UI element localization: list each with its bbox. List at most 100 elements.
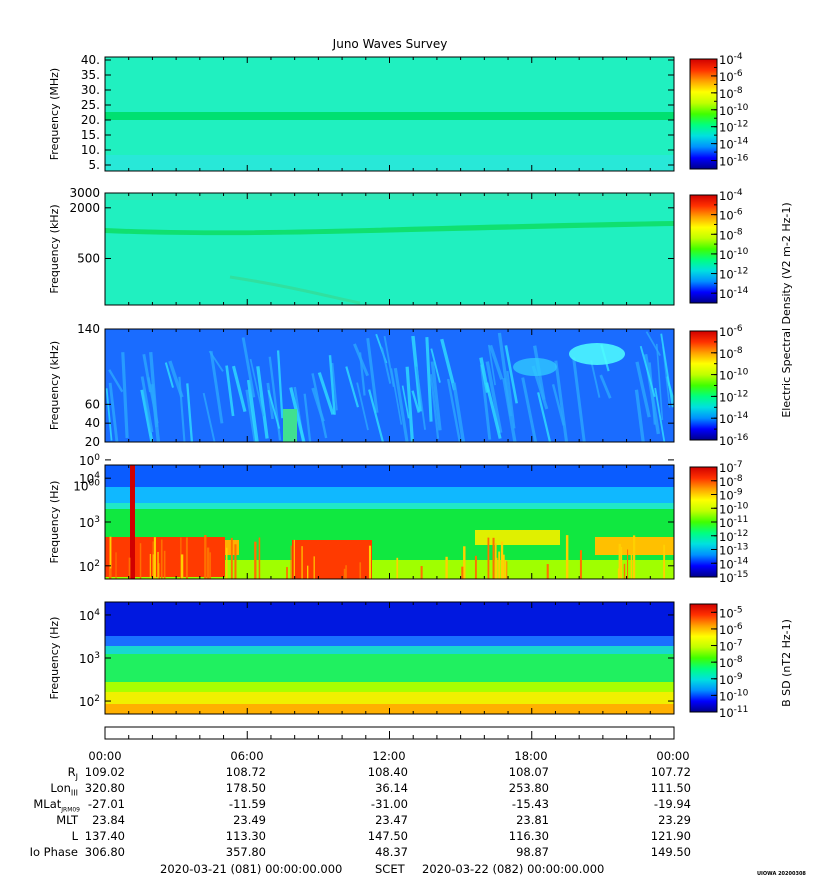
time-tick-label: 00:00: [656, 749, 690, 763]
colorbar-tick-label: 10-14: [719, 556, 749, 571]
ephemeris-value: 36.14: [375, 781, 408, 795]
burst-streak: [356, 382, 369, 431]
ephemeris-value: 121.90: [650, 829, 691, 843]
burst-streak: [390, 368, 403, 425]
credit-label: UIOWA 20200308: [757, 871, 806, 877]
colorbar-tick-label: 10-8: [719, 227, 743, 242]
burst-streak: [368, 389, 384, 442]
burst-streak: [635, 361, 651, 418]
y-axis-label: Frequency (MHz): [48, 68, 61, 160]
burst-streak: [168, 360, 184, 398]
spectrogram-panel-5: 104 103 102 Frequency (Hz): [48, 601, 675, 715]
burst-streak: [249, 358, 265, 417]
burst-streak: [276, 350, 284, 419]
emission-patch: [475, 530, 560, 545]
burst-streak: [311, 373, 328, 439]
spectrogram-band: [105, 654, 674, 682]
burst-streak: [266, 382, 275, 420]
burst-streak: [537, 392, 552, 442]
burst-streak: [393, 367, 409, 442]
ephemeris-value: 109.02: [84, 765, 125, 779]
burst-streak: [380, 347, 392, 384]
ephemeris-label-mlat: MLatJRM09: [33, 797, 80, 814]
ephemeris-value: 149.50: [650, 845, 691, 859]
y-tick-label: 20: [85, 435, 100, 449]
ephemeris-value: -31.00: [370, 797, 408, 811]
colorbar-tick-label: 10-5: [719, 605, 743, 620]
chart-title: Juno Waves Survey: [332, 37, 448, 51]
burst-streak: [411, 390, 420, 413]
ephemeris-value: 23.29: [658, 813, 691, 827]
ephemeris-value: 23.81: [516, 813, 549, 827]
colorbar-tick-label: 10-6: [719, 622, 743, 637]
y-tick-label: 35.: [81, 68, 100, 82]
burst-streak: [497, 332, 513, 417]
spectrogram-band: [105, 682, 674, 692]
burst-streak: [655, 343, 664, 421]
burst-streak: [383, 335, 395, 387]
colorbar-tick-label: 10-6: [719, 324, 743, 339]
burst-streak: [590, 360, 601, 398]
ephemeris-value: -11.59: [228, 797, 266, 811]
burst-streak: [480, 364, 492, 440]
ephemeris-value: -15.43: [511, 797, 549, 811]
colorbar-tick-label: 10-8: [719, 655, 743, 670]
colorbar-tick-label: 10-10: [719, 368, 749, 383]
burst-streak: [353, 343, 370, 377]
colorbar-tick-label: 10-11: [719, 705, 748, 720]
spectrogram-band: [105, 646, 674, 654]
y-tick-label: 60: [85, 397, 100, 411]
spectrogram-panel-3: 140 100 60 40 20 Frequency (kHz): [48, 322, 675, 468]
burst-streak: [303, 393, 312, 442]
burst-streak: [488, 344, 504, 380]
colorbar-tick-label: 10-4: [719, 188, 743, 203]
intense-emission: [292, 540, 372, 579]
colorbar-tick-label: 10-10: [719, 247, 749, 262]
colorbar-tick-label: 10-10: [719, 688, 749, 703]
ephemeris-value: 23.49: [233, 813, 266, 827]
colorbar-tick-label: 10-6: [719, 208, 743, 223]
colorbar-tick-label: 10-8: [719, 346, 743, 361]
ephemeris-value: -19.94: [653, 797, 691, 811]
burst-streak: [430, 361, 442, 431]
emission-patch: [513, 358, 557, 376]
scet-label: SCET: [375, 862, 405, 876]
colorbar-tick-label: 10-9: [719, 488, 743, 503]
ephemeris-label-l: L: [71, 829, 78, 843]
burst-streak: [164, 362, 174, 388]
colorbar-2: 10-4 10-6 10-8 10-10 10-12 10-14: [689, 188, 749, 304]
y-axis-label: Frequency (kHz): [48, 341, 61, 430]
burst-streak: [648, 362, 657, 425]
burst-streak: [186, 383, 194, 442]
colorbar-tick-label: 10-12: [719, 267, 748, 282]
colorbar-tick-label: 10-12: [719, 120, 748, 135]
burst-streak: [415, 366, 427, 430]
colorbar-tick-label: 10-10: [719, 501, 749, 516]
intense-emission: [130, 465, 135, 579]
y-tick-label: 104: [79, 608, 100, 623]
ephemeris-value: 253.80: [508, 781, 549, 795]
burst-streak: [430, 348, 441, 383]
burst-streak: [267, 389, 281, 429]
burst-streak: [440, 338, 457, 391]
ephemeris-label-io-phase: Io Phase: [29, 845, 78, 859]
spectrogram-band: [105, 636, 674, 646]
ephemeris-value: 320.80: [84, 781, 125, 795]
burst-streak: [140, 376, 154, 433]
y-tick-label: 102: [79, 559, 100, 574]
time-tick-label: 06:00: [230, 749, 264, 763]
burst-streak: [572, 357, 586, 442]
burst-streak: [241, 337, 256, 398]
colorbar-tick-label: 10-9: [719, 672, 743, 687]
emission-patch: [283, 409, 297, 442]
y-tick-label: 100: [79, 453, 100, 468]
y-tick-label: 15.: [81, 128, 100, 142]
colorbar-4: 10-710-810-910-1010-1110-1210-1310-1410-…: [689, 460, 749, 585]
time-tick-label: 00:00: [88, 749, 122, 763]
burst-streak: [645, 331, 661, 357]
y-tick-label: 3000: [69, 186, 100, 200]
colorbar-label: Electric Spectral Density (V2 m-2 Hz-1): [780, 202, 793, 417]
ephemeris-value: -27.01: [87, 797, 125, 811]
y-tick-label: 40.: [81, 53, 100, 67]
y-tick-label: 500: [77, 251, 100, 265]
